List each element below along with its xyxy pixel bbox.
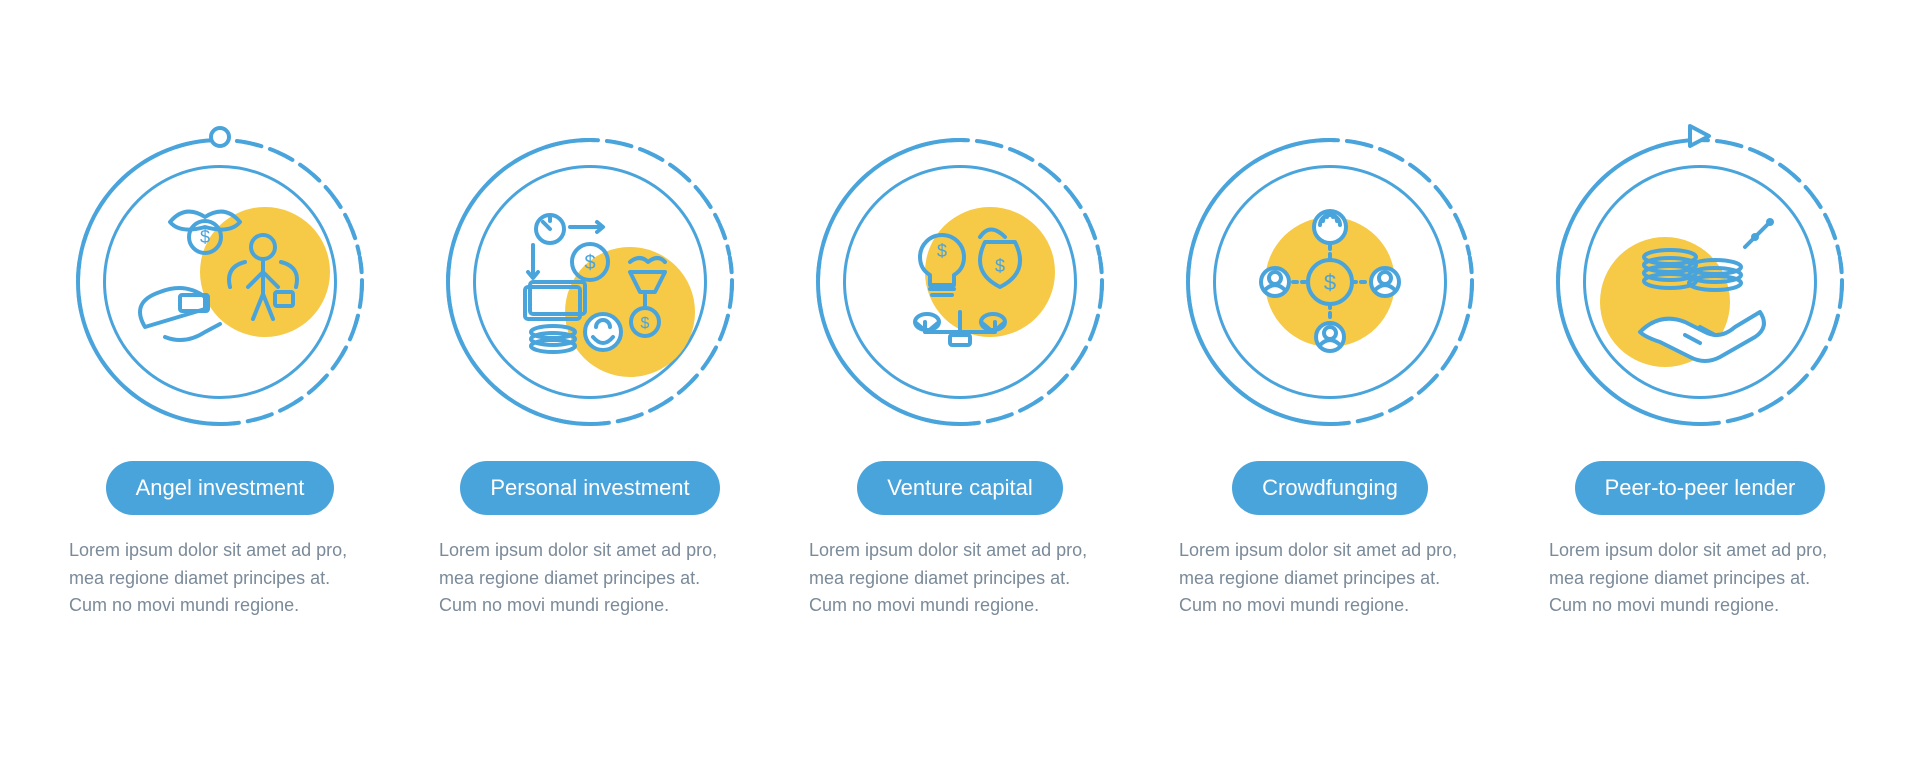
infographic-item-venture: $ $ Venture capital Lorem ipsum dolor si… [805, 137, 1115, 621]
item-icon-angel: $ [115, 177, 325, 387]
circle-frame: $ [1185, 137, 1475, 427]
item-title-pill: Venture capital [857, 461, 1063, 515]
infographic-item-personal: $ $ Personal investment Lorem ipsum dolo… [435, 137, 745, 621]
svg-text:$: $ [937, 241, 947, 261]
item-title-pill: Peer-to-peer lender [1575, 461, 1826, 515]
circle-frame [1555, 137, 1845, 427]
progress-dot-icon [209, 126, 231, 148]
item-icon-venture: $ $ [855, 177, 1065, 387]
svg-text:$: $ [200, 227, 210, 247]
item-title-pill: Personal investment [460, 461, 719, 515]
infographic-item-angel: $ Angel investment Lorem ipsum dolor sit… [65, 137, 375, 621]
infographic-row: $ Angel investment Lorem ipsum dolor sit… [0, 137, 1920, 621]
item-icon-crowd: $ [1225, 177, 1435, 387]
item-icon-p2p [1595, 177, 1805, 387]
item-description: Lorem ipsum dolor sit amet ad pro, mea r… [805, 537, 1115, 621]
item-description: Lorem ipsum dolor sit amet ad pro, mea r… [1175, 537, 1485, 621]
item-title-pill: Crowdfunging [1232, 461, 1428, 515]
item-description: Lorem ipsum dolor sit amet ad pro, mea r… [435, 537, 745, 621]
circle-frame: $ $ [815, 137, 1105, 427]
svg-text:$: $ [584, 252, 595, 274]
svg-text:$: $ [995, 256, 1005, 276]
item-description: Lorem ipsum dolor sit amet ad pro, mea r… [1545, 537, 1855, 621]
item-title-pill: Angel investment [106, 461, 335, 515]
infographic-item-crowd: $ Crowdfunging Lorem ipsum dolor sit ame… [1175, 137, 1485, 621]
circle-frame: $ [75, 137, 365, 427]
item-icon-personal: $ $ [485, 177, 695, 387]
progress-arrow-icon [1687, 123, 1713, 149]
svg-text:$: $ [1324, 270, 1336, 295]
infographic-item-p2p: Peer-to-peer lender Lorem ipsum dolor si… [1545, 137, 1855, 621]
svg-text:$: $ [641, 315, 650, 332]
item-description: Lorem ipsum dolor sit amet ad pro, mea r… [65, 537, 375, 621]
circle-frame: $ $ [445, 137, 735, 427]
